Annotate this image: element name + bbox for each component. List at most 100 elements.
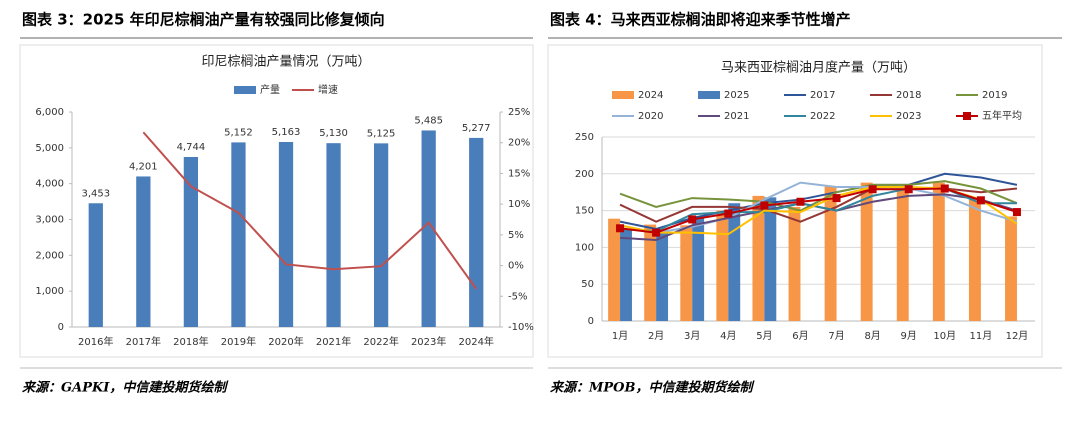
legend-label: 2018 — [896, 90, 921, 101]
bar — [620, 229, 632, 321]
y2-tick-label: 20% — [508, 138, 530, 149]
line — [619, 187, 1018, 223]
y-tick-label: 0 — [588, 316, 594, 327]
bar — [968, 199, 981, 321]
x-tick-label: 1月 — [612, 330, 628, 342]
marker — [760, 201, 769, 210]
bar — [88, 203, 103, 327]
bar — [728, 203, 741, 321]
data-label: 5,485 — [414, 115, 443, 126]
x-tick-label: 2018年 — [173, 335, 208, 348]
legend-marker — [963, 112, 971, 120]
legend-swatch — [612, 91, 634, 99]
x-tick-label: 2月 — [648, 330, 664, 342]
bar — [326, 143, 341, 327]
x-tick-label: 7月 — [828, 330, 844, 342]
marker — [1012, 208, 1021, 217]
y-tick-label: 2,000 — [35, 250, 64, 261]
data-label: 5,277 — [462, 123, 491, 134]
bar — [716, 210, 729, 321]
marker — [976, 196, 985, 205]
data-label: 5,130 — [319, 128, 348, 139]
y-tick-label: 250 — [575, 132, 594, 143]
marker — [652, 228, 661, 237]
y2-tick-label: 5% — [508, 230, 524, 241]
chart-title: 印尼棕榈油产量情况（万吨） — [201, 55, 370, 70]
x-tick-label: 4月 — [720, 330, 736, 342]
x-tick-label: 5月 — [756, 330, 772, 342]
legend-label: 2021 — [724, 111, 749, 122]
y-tick-label: 6,000 — [35, 107, 64, 118]
x-tick-label: 2016年 — [78, 335, 113, 348]
bar — [896, 186, 909, 321]
line — [619, 187, 1018, 234]
bar — [752, 195, 765, 321]
x-tick-label: 9月 — [901, 330, 917, 342]
marker — [616, 224, 625, 233]
y2-tick-label: -5% — [508, 291, 527, 302]
bar — [1005, 216, 1017, 321]
y2-tick-label: -10% — [508, 322, 534, 333]
x-tick-label: 2019年 — [221, 335, 256, 348]
x-tick-label: 8月 — [864, 330, 880, 342]
x-tick-label: 2017年 — [126, 335, 161, 348]
source: 来源：MPOB，中信建投期货绘制 — [550, 380, 755, 396]
x-tick-label: 6月 — [792, 330, 808, 342]
bar — [824, 186, 837, 321]
x-tick-label: 3月 — [684, 330, 700, 342]
bar — [860, 182, 873, 321]
marker — [940, 184, 949, 193]
y-tick-label: 150 — [575, 206, 594, 217]
bar — [644, 224, 657, 321]
legend-label: 2020 — [638, 111, 663, 122]
bar — [680, 225, 693, 321]
legend-label: 五年平均 — [982, 109, 1022, 122]
bar — [278, 141, 294, 327]
bar — [421, 130, 436, 327]
x-tick-label: 2020年 — [268, 335, 303, 348]
line — [142, 131, 478, 290]
x-tick-label: 12月 — [1006, 330, 1029, 342]
y-tick-label: 1,000 — [35, 286, 64, 297]
bar — [608, 218, 621, 321]
legend-label: 2024 — [638, 90, 663, 101]
bar — [692, 217, 705, 321]
data-label: 3,453 — [81, 188, 110, 199]
legend-label: 2022 — [810, 111, 835, 122]
marker — [724, 209, 733, 218]
data-label: 5,163 — [272, 127, 301, 138]
data-label: 5,152 — [224, 127, 253, 138]
marker — [832, 194, 841, 203]
data-label: 4,744 — [177, 142, 206, 153]
x-tick-label: 11月 — [970, 330, 993, 342]
bar — [788, 206, 801, 321]
figure-caption: 图表 3：2025 年印尼棕榈油产量有较强同比修复倾向 — [22, 11, 385, 29]
bar — [136, 176, 151, 327]
chart-frame — [547, 44, 1043, 358]
y-tick-label: 200 — [575, 169, 594, 180]
y-tick-label: 100 — [575, 242, 594, 253]
y-tick-label: 4,000 — [35, 179, 64, 190]
y2-tick-label: 0% — [508, 261, 524, 272]
x-tick-label: 2024年 — [458, 335, 493, 348]
x-tick-label: 2023年 — [411, 335, 446, 348]
data-label: 5,125 — [367, 128, 396, 139]
y2-tick-label: 25% — [508, 107, 530, 118]
legend-swatch — [234, 86, 256, 94]
marker — [688, 215, 697, 224]
legend-label: 2023 — [896, 111, 921, 122]
x-tick-label: 2022年 — [363, 335, 398, 348]
marker — [796, 197, 805, 206]
y-tick-label: 0 — [58, 322, 64, 333]
legend-swatch — [698, 91, 720, 99]
legend-label: 2019 — [982, 90, 1007, 101]
y2-tick-label: 15% — [508, 168, 530, 179]
marker — [868, 185, 877, 194]
y-tick-label: 3,000 — [35, 215, 64, 226]
legend-label: 增速 — [318, 83, 338, 96]
line — [619, 180, 1018, 212]
y2-tick-label: 10% — [508, 199, 530, 210]
bar — [932, 182, 945, 321]
y-tick-label: 50 — [581, 279, 594, 290]
